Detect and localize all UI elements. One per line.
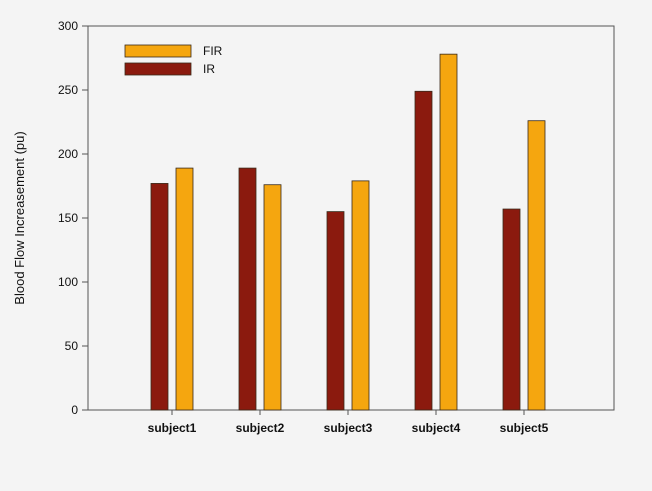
y-tick-label-4: 200 — [58, 147, 78, 161]
bar-fir-subject1 — [175, 167, 194, 411]
y-tick-label-5: 250 — [58, 83, 78, 97]
legend-label-ir: IR — [203, 62, 215, 76]
bars-group — [150, 53, 546, 411]
y-tick-label-3: 150 — [58, 211, 78, 225]
bar-fir-subject4 — [439, 53, 458, 411]
y-tick-label-2: 100 — [58, 275, 78, 289]
bar-ir-subject4 — [414, 90, 433, 411]
x-tick-label-subject2: subject2 — [236, 421, 285, 435]
x-tick-label-subject5: subject5 — [500, 421, 549, 435]
legend: FIR IR — [124, 44, 223, 76]
y-tick-label-0: 0 — [71, 403, 78, 417]
legend-swatch-ir — [124, 62, 192, 76]
bar-ir-subject2 — [238, 167, 257, 411]
y-axis-title: Blood Flow Increasement (pu) — [12, 131, 27, 304]
bar-fir-subject3 — [351, 180, 370, 411]
x-axis: subject1 subject2 subject3 subject4 subject5 — [148, 410, 549, 435]
bar-fir-subject5 — [527, 120, 546, 411]
legend-label-fir: FIR — [203, 44, 223, 58]
y-tick-label-6: 300 — [58, 19, 78, 33]
bar-fir-subject2 — [263, 184, 282, 411]
x-tick-label-subject1: subject1 — [148, 421, 197, 435]
y-axis: 0 50 100 150 200 250 300 — [58, 19, 88, 417]
bar-ir-subject3 — [326, 211, 345, 411]
y-tick-label-1: 50 — [65, 339, 79, 353]
x-tick-label-subject4: subject4 — [412, 421, 461, 435]
legend-swatch-fir — [124, 44, 192, 58]
bar-ir-subject1 — [150, 183, 169, 411]
bar-ir-subject5 — [502, 208, 521, 411]
x-tick-label-subject3: subject3 — [324, 421, 373, 435]
